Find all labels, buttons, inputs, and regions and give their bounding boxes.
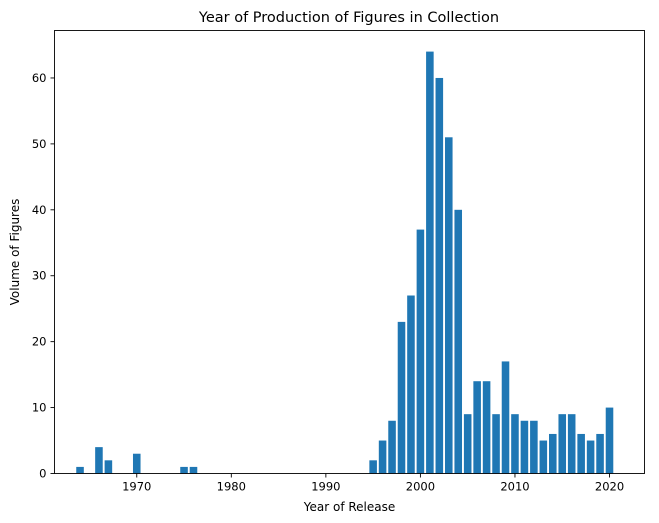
bar-2002: [435, 77, 444, 474]
bar-2000: [416, 229, 425, 474]
plot-frame: [54, 30, 645, 474]
x-axis-label: Year of Release: [303, 500, 396, 514]
bar-1967: [104, 460, 113, 474]
bar-1998: [397, 321, 406, 474]
bar-2007: [482, 381, 491, 474]
x-tick-label: 1990: [311, 480, 340, 494]
y-axis-ticks: 0 10 20 30 40 50 60: [32, 71, 55, 481]
bar-1964: [76, 466, 84, 474]
y-tick-label: 10: [32, 401, 47, 415]
bar-1997: [388, 420, 396, 474]
bar-1996: [378, 440, 387, 474]
bar-2014: [549, 433, 557, 474]
bars-group: [76, 51, 614, 474]
bar-1976: [189, 466, 198, 474]
bar-1995: [369, 460, 377, 474]
y-tick-label: 0: [39, 467, 46, 481]
x-axis-ticks: 1970 1980 1990 2000 2010 2020: [122, 473, 624, 494]
bar-2018: [586, 440, 595, 474]
y-axis-label: Volume of Figures: [8, 199, 22, 306]
bar-1970: [132, 453, 141, 474]
x-tick-label: 2000: [406, 480, 435, 494]
bar-2004: [454, 209, 463, 474]
bar-2011: [520, 420, 529, 474]
bar-2020: [605, 407, 614, 474]
chart-title: Year of Production of Figures in Collect…: [198, 10, 499, 26]
bar-2015: [558, 414, 567, 474]
bar-2001: [426, 51, 434, 474]
x-tick-label: 1970: [122, 480, 151, 494]
bar-1975: [180, 466, 188, 474]
bar-2009: [501, 361, 510, 474]
bar-2016: [567, 414, 576, 474]
bar-2003: [445, 137, 453, 474]
y-tick-label: 20: [32, 335, 47, 349]
bar-2006: [473, 381, 481, 474]
x-tick-label: 2010: [500, 480, 529, 494]
bar-2010: [511, 414, 519, 474]
x-tick-label: 2020: [595, 480, 624, 494]
bar-2005: [463, 414, 472, 474]
bar-2013: [539, 440, 548, 474]
x-tick-label: 1980: [217, 480, 246, 494]
y-tick-label: 50: [32, 137, 47, 151]
bar-2019: [596, 433, 604, 474]
y-tick-label: 40: [32, 203, 47, 217]
y-tick-label: 60: [32, 71, 47, 85]
bar-1999: [407, 295, 415, 474]
bar-2008: [492, 414, 500, 474]
y-tick-label: 30: [32, 269, 47, 283]
bar-2012: [530, 420, 538, 474]
bar-1966: [95, 447, 103, 474]
bar-2017: [577, 433, 585, 474]
